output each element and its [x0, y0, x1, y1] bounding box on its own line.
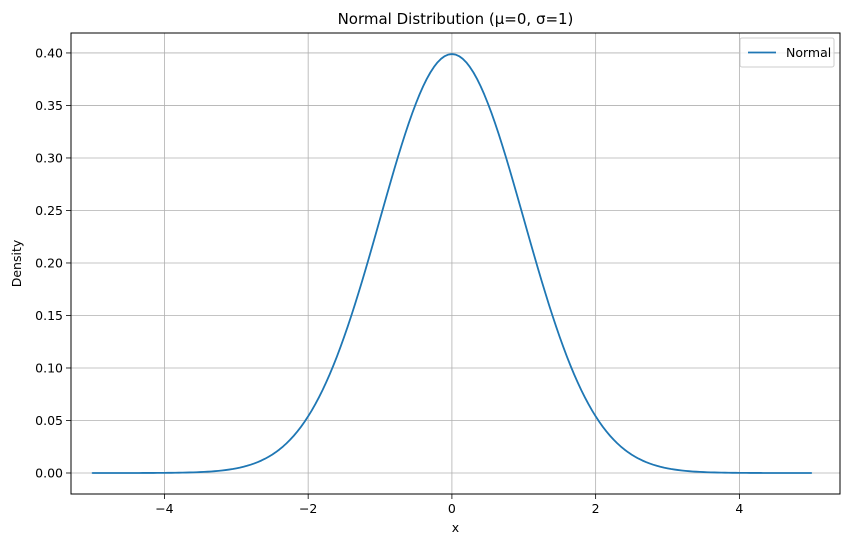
y-tick-label: 0.10 [35, 360, 63, 375]
y-tick-label: 0.15 [35, 308, 63, 323]
y-tick-label: 0.35 [35, 98, 63, 113]
y-tick-label: 0.30 [35, 150, 63, 165]
x-tick-label: 0 [448, 501, 456, 516]
plot-lines [91, 53, 813, 474]
legend: Normal [739, 37, 835, 68]
y-axis-label: Density [9, 239, 24, 287]
plot-frame [70, 32, 841, 495]
x-tick-label: −2 [299, 501, 317, 516]
x-tick-label: 2 [592, 501, 600, 516]
y-tick-label: 0.05 [35, 413, 63, 428]
legend-box [739, 37, 835, 68]
x-tick-label: 4 [735, 501, 743, 516]
x-tick-label: −4 [155, 501, 173, 516]
chart-title: Normal Distribution (μ=0, σ=1) [338, 10, 574, 28]
axis-ticks: −4 −2 0 2 4 0.00 0.05 0.10 0.15 0.20 0.25 0.30 0.35 0… [35, 45, 743, 516]
y-tick-label: 0.40 [35, 45, 63, 60]
y-tick-label: 0.25 [35, 203, 63, 218]
y-tick-label: 0.00 [35, 465, 63, 480]
series-line-normal [91, 53, 813, 474]
y-tick-label: 0.20 [35, 255, 63, 270]
legend-label-normal: Normal [786, 45, 831, 60]
x-axis-label: x [452, 520, 459, 535]
